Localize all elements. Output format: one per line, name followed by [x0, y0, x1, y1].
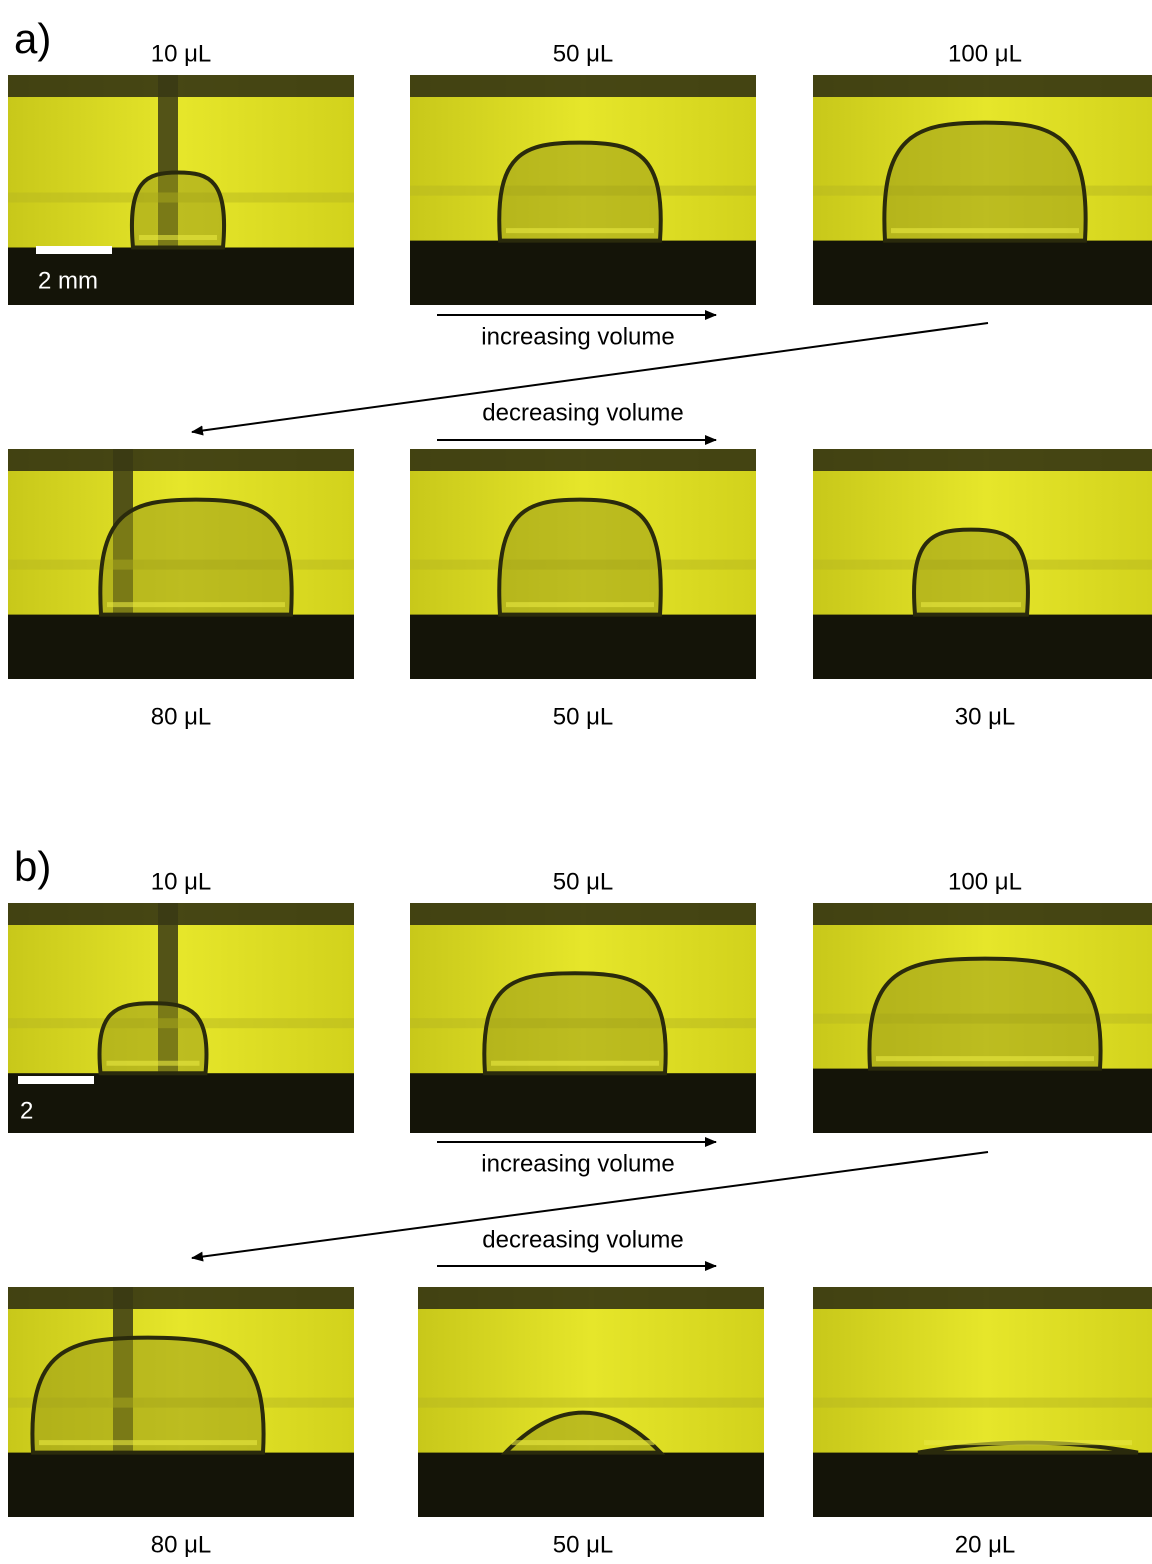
ground — [813, 1453, 1152, 1517]
photo — [8, 903, 354, 1133]
droplet — [484, 973, 665, 1073]
bottom-label: 20 μL — [955, 1531, 1016, 1558]
photo — [813, 903, 1152, 1133]
ground — [410, 241, 756, 305]
ground — [8, 1453, 354, 1517]
figure: a) 10 μL 50 μL 100 μL 2 mm increasing volume d… — [0, 0, 1152, 1564]
top-strip — [813, 75, 1152, 97]
droplet — [499, 143, 661, 241]
top-label: 100 μL — [948, 868, 1022, 895]
photo — [8, 449, 354, 679]
ground — [813, 1069, 1152, 1133]
photo — [813, 449, 1152, 679]
droplet — [32, 1338, 263, 1453]
top-strip — [410, 75, 756, 97]
ground — [813, 615, 1152, 679]
top-strip — [813, 903, 1152, 925]
photo — [813, 75, 1152, 305]
ground — [418, 1453, 764, 1517]
ground — [410, 615, 756, 679]
bottom-label: 80 μL — [151, 1531, 212, 1558]
top-label: 50 μL — [553, 40, 614, 67]
top-strip — [410, 449, 756, 471]
droplet — [499, 500, 661, 615]
panel-label: b) — [14, 843, 51, 890]
droplet — [100, 500, 291, 615]
top-label: 10 μL — [151, 868, 212, 895]
ground — [410, 1073, 756, 1133]
droplet — [884, 123, 1085, 241]
decreasing-label: decreasing volume — [482, 1226, 683, 1253]
bottom-label: 30 μL — [955, 703, 1016, 730]
top-strip — [8, 1287, 354, 1309]
top-strip — [8, 75, 354, 97]
droplet — [869, 959, 1100, 1069]
scale-bar-label: 2 mm — [38, 267, 98, 294]
scale-bar — [36, 246, 112, 254]
top-label: 100 μL — [948, 40, 1022, 67]
top-strip — [410, 903, 756, 925]
droplet — [914, 530, 1028, 615]
top-strip — [418, 1287, 764, 1309]
increasing-label: increasing volume — [481, 323, 674, 350]
bottom-label: 50 μL — [553, 703, 614, 730]
top-strip — [8, 449, 354, 471]
photo — [8, 1287, 354, 1517]
photo — [813, 1287, 1152, 1517]
decreasing-label: decreasing volume — [482, 399, 683, 426]
window-gap — [418, 1398, 764, 1408]
scale-bar — [18, 1076, 94, 1084]
bottom-label: 80 μL — [151, 703, 212, 730]
top-strip — [813, 449, 1152, 471]
top-strip — [8, 903, 354, 925]
ground — [8, 615, 354, 679]
bottom-label: 50 μL — [553, 1531, 614, 1558]
ground — [813, 241, 1152, 305]
window-gap — [813, 1398, 1152, 1408]
top-label: 10 μL — [151, 40, 212, 67]
panel-label: a) — [14, 15, 51, 62]
top-strip — [813, 1287, 1152, 1309]
scale-bar-label: 2 — [20, 1097, 33, 1124]
increasing-label: increasing volume — [481, 1150, 674, 1177]
top-label: 50 μL — [553, 868, 614, 895]
